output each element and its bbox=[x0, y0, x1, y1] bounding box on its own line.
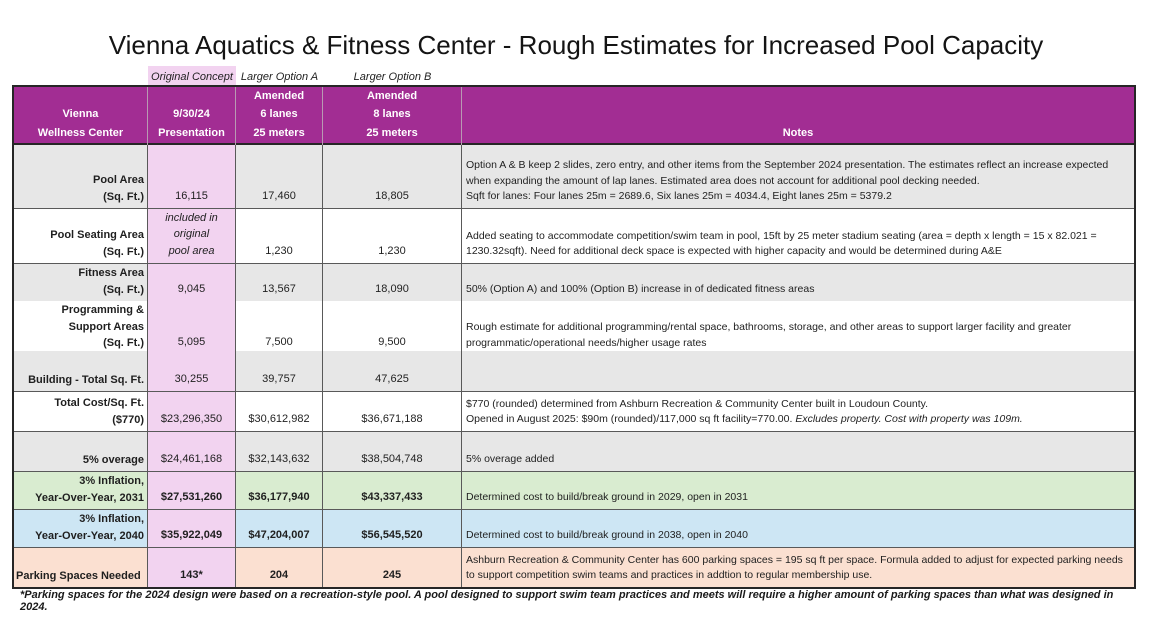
page-title: Vienna Aquatics & Fitness Center - Rough… bbox=[108, 30, 1044, 60]
note-cell: Determined cost to build/break ground in… bbox=[462, 510, 1134, 548]
option-b-value-cell: 47,625 bbox=[323, 351, 462, 392]
original-value-cell: 9,045 bbox=[148, 264, 236, 302]
mini-header-option-a: Larger Option A bbox=[240, 71, 319, 83]
note-text: Rough estimate for additional programmin… bbox=[466, 321, 1072, 349]
original-value-cell: included in original pool area bbox=[148, 209, 236, 264]
table-row: Pool Area (Sq. Ft.) 16,115 17,460 18,805… bbox=[14, 145, 1134, 209]
column-header-option-a: Amended 6 lanes 25 meters bbox=[236, 87, 323, 147]
note-text: Determined cost to build/break ground in… bbox=[466, 529, 748, 542]
mini-header-option-b: Larger Option B bbox=[353, 71, 432, 83]
option-a-value-cell: 39,757 bbox=[236, 351, 323, 392]
original-value-cell: 16,115 bbox=[148, 145, 236, 209]
option-a-value-cell: 17,460 bbox=[236, 145, 323, 209]
note-cell: $770 (rounded) determined from Ashburn R… bbox=[462, 392, 1134, 432]
table-row: Pool Seating Area (Sq. Ft.) included in … bbox=[14, 209, 1134, 264]
row-label-cell: Programming & Support Areas (Sq. Ft.) bbox=[14, 301, 148, 356]
original-value-cell: $23,296,350 bbox=[148, 392, 236, 432]
option-b-value-cell: $43,337,433 bbox=[323, 472, 462, 510]
table-row: 3% Inflation, Year-Over-Year, 2040 $35,9… bbox=[14, 510, 1134, 548]
column-header-presentation: 9/30/24 Presentation bbox=[148, 87, 236, 147]
table-row: Programming & Support Areas (Sq. Ft.) 5,… bbox=[14, 301, 1134, 356]
row-label-cell: Fitness Area (Sq. Ft.) bbox=[14, 264, 148, 302]
mini-header-spacer bbox=[14, 66, 148, 85]
option-b-value-cell: 18,090 bbox=[323, 264, 462, 302]
note-text: Determined cost to build/break ground in… bbox=[466, 491, 748, 504]
note-cell bbox=[462, 351, 1134, 392]
option-a-value-cell: 13,567 bbox=[236, 264, 323, 302]
original-value-cell: $27,531,260 bbox=[148, 472, 236, 510]
footnote: *Parking spaces for the 2024 design were… bbox=[20, 589, 1114, 613]
note-text: 5% overage added bbox=[466, 453, 555, 466]
note-cell: Option A & B keep 2 slides, zero entry, … bbox=[462, 145, 1134, 209]
column-header-wellness-center: Vienna Wellness Center bbox=[14, 87, 148, 147]
note-cell: Rough estimate for additional programmin… bbox=[462, 301, 1134, 356]
note-cell: Determined cost to build/break ground in… bbox=[462, 472, 1134, 510]
note-cell: Ashburn Recreation & Community Center ha… bbox=[462, 548, 1134, 587]
table-row: Building - Total Sq. Ft. 30,255 39,757 4… bbox=[14, 351, 1134, 392]
option-b-value-cell: $36,671,188 bbox=[323, 392, 462, 432]
original-value-cell: 5,095 bbox=[148, 301, 236, 356]
note-italic-text: Excludes property. Cost with property wa… bbox=[795, 413, 1023, 426]
table-row: Parking Spaces Needed 143* 204 245 Ashbu… bbox=[14, 548, 1134, 587]
mini-header-spacer bbox=[462, 66, 1134, 85]
row-label-cell: Pool Area (Sq. Ft.) bbox=[14, 145, 148, 209]
option-a-value-cell: $47,204,007 bbox=[236, 510, 323, 548]
column-header-option-b: Amended 8 lanes 25 meters bbox=[323, 87, 462, 147]
original-value-cell: $35,922,049 bbox=[148, 510, 236, 548]
row-label-cell: Pool Seating Area (Sq. Ft.) bbox=[14, 209, 148, 264]
row-label-cell: Total Cost/Sq. Ft. ($770) bbox=[14, 392, 148, 432]
table-header-row: Vienna Wellness Center 9/30/24 Presentat… bbox=[14, 87, 1134, 147]
mini-header-original-concept: Original Concept bbox=[148, 66, 236, 85]
note-text: Ashburn Recreation & Community Center ha… bbox=[466, 553, 1123, 582]
estimates-table: Original Concept Larger Option A Larger … bbox=[12, 66, 1136, 589]
table-row: 3% Inflation, Year-Over-Year, 2031 $27,5… bbox=[14, 472, 1134, 510]
option-b-value-cell: 9,500 bbox=[323, 301, 462, 356]
note-text: $770 (rounded) determined from Ashburn R… bbox=[466, 397, 1023, 426]
note-cell: Added seating to accommodate competition… bbox=[462, 209, 1134, 264]
option-b-value-cell: $56,545,520 bbox=[323, 510, 462, 548]
table-row: Total Cost/Sq. Ft. ($770) $23,296,350 $3… bbox=[14, 392, 1134, 432]
original-value-cell: 30,255 bbox=[148, 351, 236, 392]
column-header-notes: Notes bbox=[782, 126, 814, 139]
grid-table: Vienna Wellness Center 9/30/24 Presentat… bbox=[12, 85, 1136, 589]
option-a-value-cell: 7,500 bbox=[236, 301, 323, 356]
option-a-value-cell: $36,177,940 bbox=[236, 472, 323, 510]
option-b-value-cell: 1,230 bbox=[323, 209, 462, 264]
mini-header-row: Original Concept Larger Option A Larger … bbox=[12, 66, 1134, 85]
note-cell: 50% (Option A) and 100% (Option B) incre… bbox=[462, 264, 1134, 302]
row-label-cell: Building - Total Sq. Ft. bbox=[14, 351, 148, 392]
option-a-value-cell: $32,143,632 bbox=[236, 432, 323, 472]
note-text: 50% (Option A) and 100% (Option B) incre… bbox=[466, 283, 815, 296]
note-text: Added seating to accommodate competition… bbox=[466, 229, 1097, 258]
row-label-cell: 3% Inflation, Year-Over-Year, 2031 bbox=[14, 472, 148, 510]
option-a-value-cell: 1,230 bbox=[236, 209, 323, 264]
option-b-value-cell: 18,805 bbox=[323, 145, 462, 209]
option-a-value-cell: $30,612,982 bbox=[236, 392, 323, 432]
original-value-cell: $24,461,168 bbox=[148, 432, 236, 472]
note-text: Option A & B keep 2 slides, zero entry, … bbox=[466, 158, 1109, 203]
option-b-value-cell: $38,504,748 bbox=[323, 432, 462, 472]
row-label-cell: 5% overage bbox=[14, 432, 148, 472]
row-label-cell: Parking Spaces Needed bbox=[14, 548, 148, 587]
note-cell: 5% overage added bbox=[462, 432, 1134, 472]
original-value-cell: 143* bbox=[148, 548, 236, 587]
table-row: Fitness Area (Sq. Ft.) 9,045 13,567 18,0… bbox=[14, 264, 1134, 302]
row-label-cell: 3% Inflation, Year-Over-Year, 2040 bbox=[14, 510, 148, 548]
table-body: Pool Area (Sq. Ft.) 16,115 17,460 18,805… bbox=[14, 145, 1134, 587]
option-a-value-cell: 204 bbox=[236, 548, 323, 587]
table-row: 5% overage $24,461,168 $32,143,632 $38,5… bbox=[14, 432, 1134, 472]
option-b-value-cell: 245 bbox=[323, 548, 462, 587]
